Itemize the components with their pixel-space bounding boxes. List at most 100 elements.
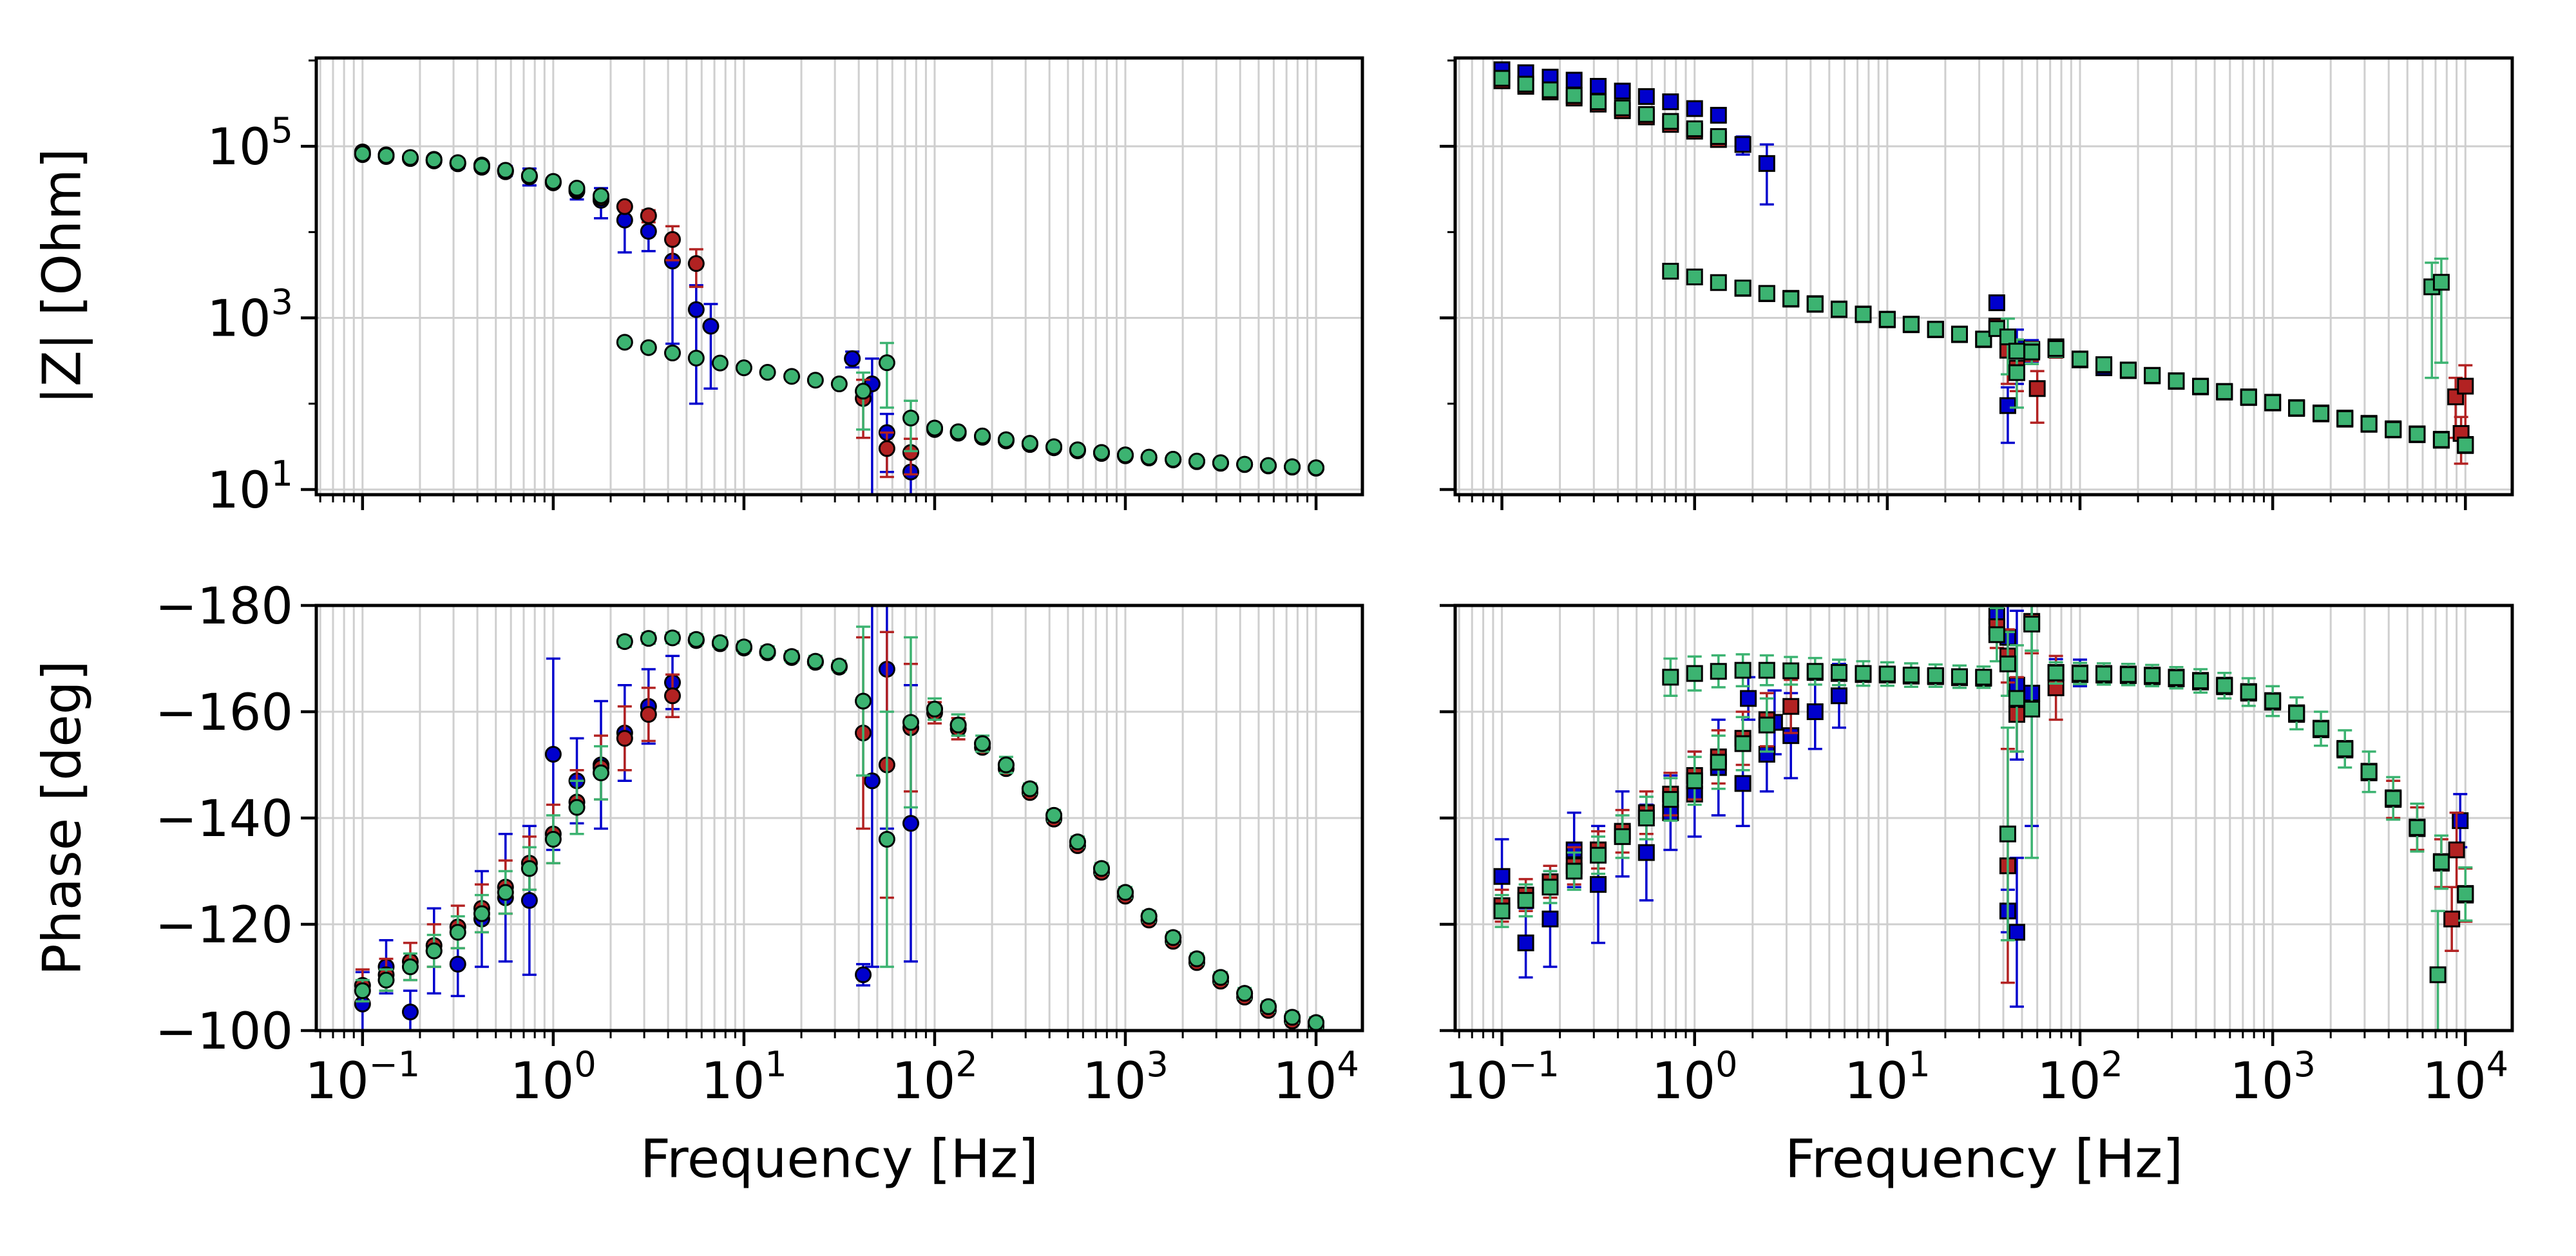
data-point: [1758, 285, 1775, 302]
data-point: [997, 431, 1015, 448]
data-point: [1117, 884, 1134, 901]
y-tick-label: 103: [207, 282, 293, 348]
grid-impedance-right: [1455, 58, 2512, 495]
data-point: [2264, 394, 2282, 412]
data-point: [2168, 669, 2185, 687]
data-point: [1999, 397, 2016, 414]
data-point: [2336, 410, 2354, 427]
data-point: [2047, 664, 2065, 681]
data-point: [1565, 87, 1583, 104]
data-point: [1590, 78, 1607, 95]
data-point: [2385, 790, 2402, 807]
grid-phase-left: [316, 604, 1362, 1032]
data-point: [616, 633, 633, 651]
data-point: [1165, 451, 1182, 468]
data-point: [544, 173, 562, 190]
x-axis-label-left: Frequency [Hz]: [640, 1128, 1039, 1190]
data-point: [1806, 296, 1824, 313]
data-point: [663, 687, 681, 705]
axes-frame: [314, 56, 1364, 497]
x-tick-label: 101: [1844, 1044, 1931, 1110]
data-point: [1045, 806, 1063, 824]
data-point: [1686, 665, 1703, 682]
data-point: [1662, 113, 1679, 130]
data-point: [1284, 1009, 1301, 1026]
data-point: [2240, 683, 2257, 701]
data-point: [855, 966, 872, 984]
y-axis-label-impedance: |Z| [Ohm]: [32, 148, 93, 404]
data-point: [1188, 950, 1205, 967]
data-point: [2144, 366, 2161, 384]
data-point: [1637, 88, 1655, 105]
data-point: [449, 955, 466, 973]
x-tick-label: 103: [1082, 1044, 1169, 1110]
data-point: [1686, 772, 1703, 790]
data-point: [1590, 93, 1607, 111]
x-ticks-phase-left: 10−1 100 101 102 103 104: [305, 1031, 1359, 1110]
data-point: [1686, 268, 1703, 285]
y-tick-label: −120: [155, 897, 293, 955]
data-point: [974, 735, 991, 752]
data-point: [640, 223, 657, 240]
data-point: [1902, 667, 1920, 684]
data-point: [1734, 136, 1751, 153]
data-point: [640, 339, 657, 356]
data-point: [1734, 661, 1751, 679]
data-point: [401, 149, 419, 166]
y-ticks-impedance-left: 101 103 105: [207, 59, 316, 520]
data-point: [2452, 812, 2469, 830]
data-point: [1493, 868, 1511, 885]
data-point: [1710, 754, 1727, 771]
data-point: [2264, 692, 2282, 710]
data-point: [544, 831, 562, 848]
data-point: [1590, 876, 1607, 893]
y-tick-label: −160: [155, 684, 293, 742]
data-point: [1999, 825, 2016, 842]
series-repeat-3: [354, 145, 1325, 477]
data-point: [855, 692, 872, 710]
data-point: [2336, 740, 2354, 757]
data-point: [902, 410, 919, 427]
y-ticks-phase-right: [1440, 604, 1455, 1032]
data-point: [1988, 626, 2005, 643]
data-point: [1565, 862, 1583, 880]
data-point: [593, 187, 610, 204]
data-point: [2240, 388, 2257, 406]
data-point: [902, 815, 919, 832]
data-point: [1212, 454, 1229, 471]
data-point: [2457, 377, 2474, 395]
data-point: [806, 372, 824, 389]
data-point: [855, 383, 872, 400]
panel-phase-right: 10−1 100 101 102 103 104: [1440, 604, 2514, 1110]
data-point: [878, 831, 895, 848]
data-point: [1927, 321, 1944, 338]
data-point: [2192, 377, 2209, 395]
data-point: [1165, 929, 1182, 946]
data-point: [2457, 885, 2474, 902]
data-point: [1117, 446, 1134, 464]
data-point: [844, 350, 861, 367]
data-point: [2168, 372, 2185, 390]
data-point: [1236, 455, 1254, 473]
data-point: [663, 345, 681, 362]
data-point: [878, 354, 895, 372]
data-point: [1758, 661, 1775, 679]
data-point: [593, 764, 610, 781]
data-point: [2119, 361, 2137, 379]
data-point: [401, 958, 419, 975]
data-point: [759, 643, 776, 660]
data-point: [2409, 426, 2426, 443]
data-point: [663, 231, 681, 248]
data-point: [1517, 891, 1534, 909]
data-point: [1855, 306, 1872, 323]
data-point: [354, 982, 371, 1000]
y-tick-label: −100: [155, 1003, 293, 1061]
data-point: [1093, 444, 1111, 461]
data-point: [640, 207, 657, 224]
data-point: [2008, 343, 2025, 360]
data-point: [1830, 301, 1847, 318]
data-point: [2385, 421, 2402, 438]
data-point: [1758, 716, 1775, 734]
data-point: [2216, 383, 2233, 401]
